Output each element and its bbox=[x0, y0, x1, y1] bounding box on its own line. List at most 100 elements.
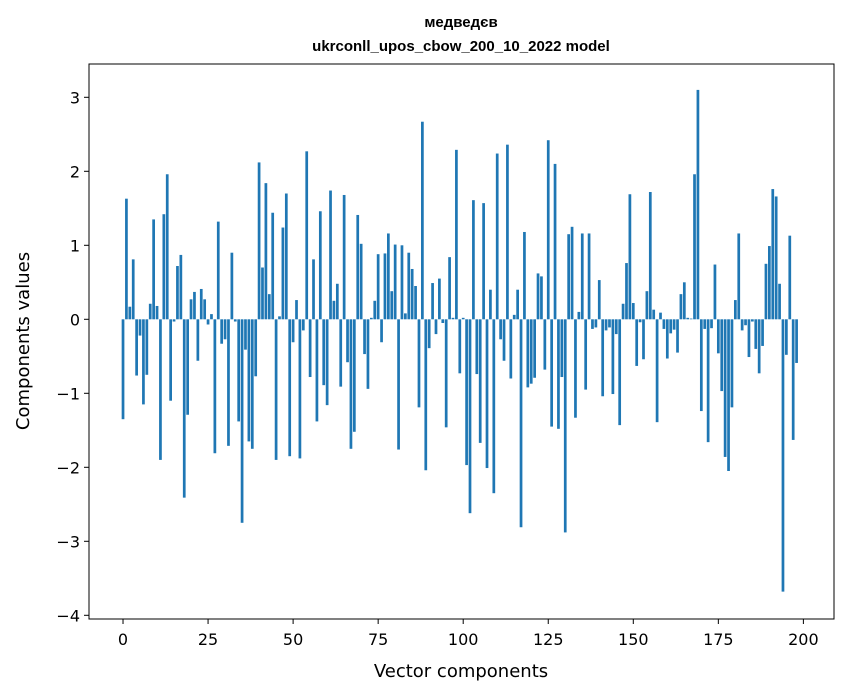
bar-171 bbox=[703, 319, 707, 329]
bar-13 bbox=[165, 174, 169, 320]
x-tick-label: 125 bbox=[533, 630, 564, 649]
bar-132 bbox=[570, 226, 574, 320]
bar-60 bbox=[325, 319, 329, 406]
bar-36 bbox=[244, 319, 247, 350]
bar-19 bbox=[186, 319, 190, 415]
bar-15 bbox=[172, 319, 176, 322]
y-axis: −4 −3 −2 −1 0 1 2 3 bbox=[56, 88, 89, 625]
bar-150 bbox=[631, 303, 635, 320]
bar-158 bbox=[659, 312, 662, 320]
bar-42 bbox=[264, 183, 268, 320]
bar-119 bbox=[526, 319, 530, 388]
bar-59 bbox=[322, 319, 326, 386]
bar-11 bbox=[159, 319, 162, 460]
bar-176 bbox=[720, 319, 724, 392]
bar-58 bbox=[318, 211, 322, 320]
bar-82 bbox=[400, 245, 404, 320]
bar-21 bbox=[193, 291, 196, 320]
y-tick-label: 0 bbox=[70, 310, 80, 329]
bar-134 bbox=[577, 311, 581, 320]
x-tick-label: 175 bbox=[703, 630, 734, 649]
bar-143 bbox=[608, 319, 611, 328]
bar-69 bbox=[356, 214, 360, 320]
bar-152 bbox=[638, 319, 642, 323]
bar-125 bbox=[546, 140, 550, 320]
bar-75 bbox=[376, 254, 380, 320]
bar-16 bbox=[176, 266, 179, 320]
bar-139 bbox=[594, 319, 598, 328]
bar-92 bbox=[434, 319, 438, 335]
bar-4 bbox=[135, 319, 138, 376]
bar-186 bbox=[754, 319, 758, 349]
bar-121 bbox=[533, 319, 536, 378]
bar-130 bbox=[563, 319, 567, 533]
bar-112 bbox=[502, 319, 506, 361]
bar-12 bbox=[162, 214, 166, 320]
bar-35 bbox=[240, 319, 244, 523]
bar-37 bbox=[247, 319, 251, 442]
y-tick-label: −2 bbox=[56, 458, 80, 477]
bar-25 bbox=[206, 319, 210, 325]
bar-167 bbox=[689, 318, 693, 320]
bar-169 bbox=[696, 89, 700, 320]
bar-77 bbox=[383, 253, 387, 320]
bar-197 bbox=[791, 319, 795, 440]
bar-108 bbox=[489, 289, 492, 320]
bar-24 bbox=[203, 299, 207, 320]
bar-191 bbox=[771, 189, 775, 320]
bar-2 bbox=[128, 306, 132, 320]
bar-163 bbox=[676, 319, 679, 353]
bar-72 bbox=[366, 319, 370, 389]
bar-81 bbox=[397, 319, 400, 450]
y-tick-label: −1 bbox=[56, 384, 80, 403]
bar-96 bbox=[448, 257, 451, 320]
bar-49 bbox=[288, 319, 292, 457]
x-tick-label: 0 bbox=[118, 630, 128, 649]
bar-71 bbox=[363, 319, 366, 355]
bar-151 bbox=[635, 319, 639, 366]
x-tick-label: 150 bbox=[618, 630, 649, 649]
bar-164 bbox=[679, 294, 683, 320]
bar-136 bbox=[584, 319, 588, 390]
bar-117 bbox=[519, 319, 523, 528]
bar-103 bbox=[472, 200, 475, 320]
bar-50 bbox=[291, 319, 295, 343]
bar-95 bbox=[444, 319, 448, 428]
x-tick-label: 25 bbox=[198, 630, 218, 649]
bar-67 bbox=[349, 319, 353, 449]
bar-51 bbox=[295, 300, 298, 320]
bar-146 bbox=[618, 319, 622, 426]
bar-30 bbox=[223, 319, 227, 340]
bar-43 bbox=[267, 294, 271, 320]
bar-140 bbox=[597, 280, 601, 320]
bar-142 bbox=[604, 319, 608, 331]
bar-183 bbox=[744, 319, 747, 326]
bar-192 bbox=[774, 196, 778, 320]
bar-65 bbox=[342, 194, 346, 320]
bar-91 bbox=[431, 283, 434, 320]
bar-66 bbox=[346, 319, 349, 363]
chart-title-line2: ukrconll_upos_cbow_200_10_2022 model bbox=[312, 38, 610, 55]
x-tick-label: 200 bbox=[788, 630, 819, 649]
bar-7 bbox=[145, 319, 149, 375]
bar-98 bbox=[455, 149, 458, 320]
bar-76 bbox=[380, 319, 383, 343]
bar-198 bbox=[795, 319, 798, 363]
bar-178 bbox=[727, 319, 730, 471]
bar-173 bbox=[710, 319, 713, 329]
bar-63 bbox=[335, 283, 339, 320]
bar-104 bbox=[475, 319, 479, 375]
bar-161 bbox=[669, 319, 673, 334]
chart-title-line1: медведєв bbox=[424, 14, 497, 31]
bar-133 bbox=[574, 319, 577, 418]
bar-154 bbox=[645, 291, 649, 320]
y-tick-label: −4 bbox=[56, 606, 80, 625]
bar-172 bbox=[706, 319, 710, 443]
x-tick-label: 100 bbox=[448, 630, 479, 649]
bar-29 bbox=[220, 319, 224, 344]
x-axis: 0 25 50 75 100 125 150 175 200 bbox=[118, 619, 819, 649]
bar-70 bbox=[359, 243, 363, 320]
bar-127 bbox=[553, 163, 557, 320]
bar-157 bbox=[655, 319, 659, 423]
